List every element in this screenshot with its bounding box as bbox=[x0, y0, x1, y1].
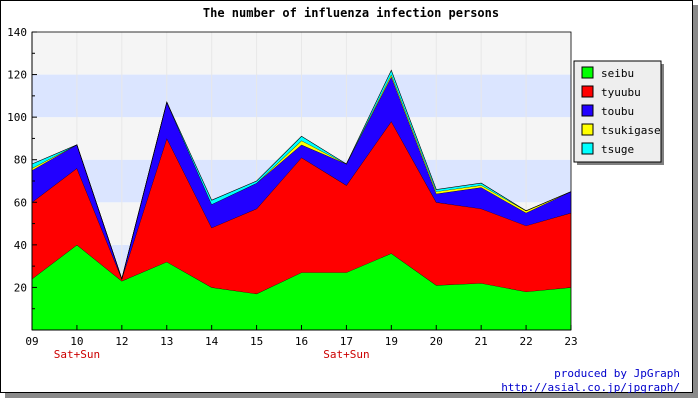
x-tick-label: 19 bbox=[385, 335, 398, 348]
y-tick-label: 140 bbox=[7, 26, 27, 39]
x-tick-label: 20 bbox=[430, 335, 443, 348]
x-tick-label: 15 bbox=[250, 335, 263, 348]
chart-frame: 20 40 60 80 100 120 140 09 10 12 13 14 15 16 17 19 20 21 2… bbox=[0, 0, 693, 394]
y-tick-label: 60 bbox=[14, 196, 27, 209]
area-tyuubu bbox=[32, 121, 571, 294]
x-tick-label: 09 bbox=[25, 335, 38, 348]
legend-label-seibu: seibu bbox=[601, 67, 634, 80]
x-tick-label: 13 bbox=[160, 335, 173, 348]
x-tick-label: 21 bbox=[475, 335, 488, 348]
area-outline-tsuge bbox=[31, 69, 572, 280]
x-tick-label: 10 bbox=[70, 335, 83, 348]
x-annotation-label: Sat+Sun bbox=[54, 348, 100, 361]
legend-swatch-tyuubu bbox=[581, 85, 594, 98]
y-tick-label: 80 bbox=[14, 154, 27, 167]
area-chart: 20 40 60 80 100 120 140 09 10 12 13 14 15 16 17 19 20 21 2… bbox=[7, 6, 664, 361]
legend-label-tyuubu: tyuubu bbox=[601, 86, 641, 99]
x-tick-label: 22 bbox=[519, 335, 532, 348]
legend-swatch-seibu bbox=[581, 66, 594, 79]
x-tick-label: 17 bbox=[340, 335, 353, 348]
area-seibu bbox=[32, 244, 571, 330]
area-toubu bbox=[32, 76, 571, 279]
x-tick-label: 14 bbox=[205, 335, 219, 348]
legend-label-tsukigase: tsukigase bbox=[601, 124, 661, 137]
credit-url[interactable]: http://asial.co.jp/jpgraph/ bbox=[501, 381, 680, 394]
chart-legend: seibu tyuubu toubu tsukigase tsuge bbox=[573, 60, 664, 165]
x-tick-label: 23 bbox=[564, 335, 577, 348]
legend-swatch-tsukigase bbox=[581, 123, 594, 136]
legend-label-tsuge: tsuge bbox=[601, 143, 634, 156]
x-tick-label: 16 bbox=[295, 335, 308, 348]
y-tick-label: 120 bbox=[7, 69, 27, 82]
x-annotation-label: Sat+Sun bbox=[323, 348, 369, 361]
y-tick-label: 20 bbox=[14, 281, 27, 294]
legend-label-toubu: toubu bbox=[601, 105, 634, 118]
y-tick-label: 40 bbox=[14, 239, 27, 252]
legend-swatch-toubu bbox=[581, 104, 594, 117]
y-tick-label: 100 bbox=[7, 111, 27, 124]
credit-produced-by: produced by JpGraph bbox=[554, 367, 680, 380]
legend-swatch-tsuge bbox=[581, 142, 594, 155]
x-tick-label: 12 bbox=[115, 335, 128, 348]
chart-title: The number of influenza infection person… bbox=[203, 6, 499, 20]
